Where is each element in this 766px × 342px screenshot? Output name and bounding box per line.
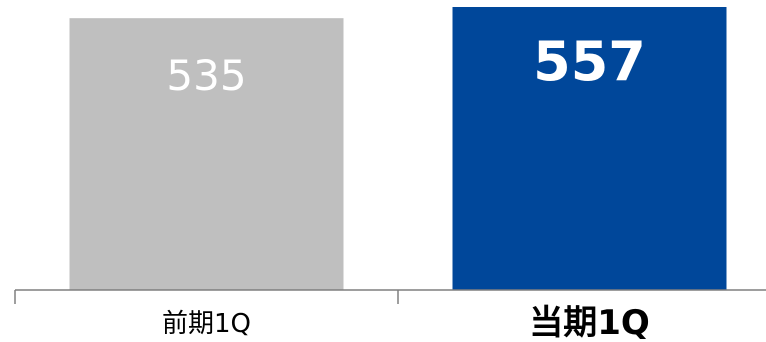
- x-tick-label-1: 前期1Q: [162, 309, 251, 339]
- bars-layer: [69, 7, 727, 291]
- labels-layer: 535 前期1Q 557 当期1Q: [162, 30, 650, 342]
- bar-value-label-2: 557: [533, 30, 646, 93]
- bar-1: [69, 18, 344, 291]
- bar-2: [452, 7, 727, 290]
- x-axis: [14, 289, 766, 304]
- bar-value-label-1: 535: [166, 51, 246, 100]
- x-tick-label-2: 当期1Q: [529, 303, 650, 342]
